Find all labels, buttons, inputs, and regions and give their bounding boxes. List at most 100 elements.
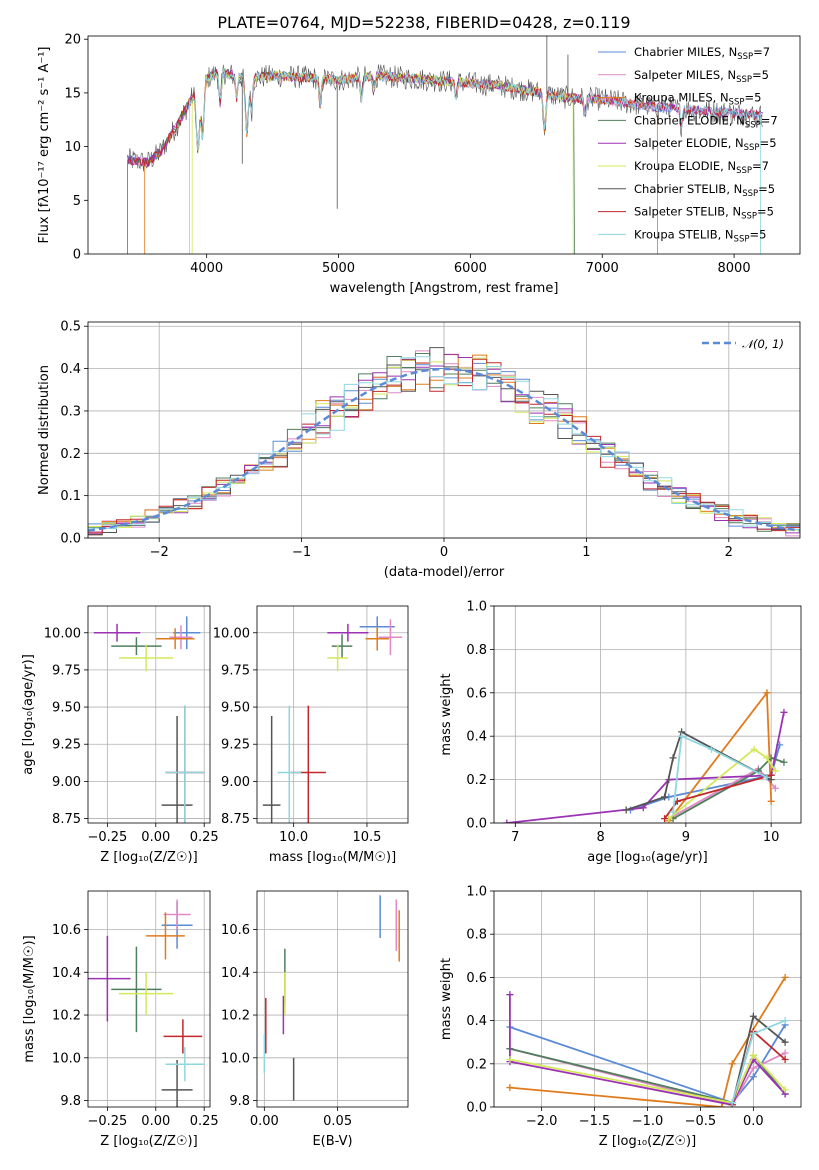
x-tick-label: −1.5 [579,1114,611,1129]
y-tick-label: 9.00 [52,775,81,790]
y-tick-label: 0.2 [466,1057,487,1072]
mass-weight-marker [781,1049,789,1057]
x-axis-label: Z [log₁₀(Z/Z☉)] [599,1134,696,1149]
x-tick-label: −0.25 [87,1114,127,1129]
mass-weight-marker [749,1064,757,1072]
y-tick-label: 9.25 [221,738,250,753]
y-tick-label: 10.6 [52,923,81,938]
age-mass-panel: 10.0 10.5 8.75 9.00 9.25 9.50 9.75 10.00 mass [l… [213,605,409,865]
x-tick-label: 7 [511,830,519,845]
mass-weight-series [506,712,785,823]
x-tick-label: 9 [682,830,690,845]
y-tick-label: 9.00 [221,775,250,790]
y-tick-label: 10.4 [221,966,250,981]
mass-weight-series [509,1053,786,1104]
y-tick-label: 10.6 [221,923,250,938]
legend-text: Kroupa ELODIE, N [634,159,736,173]
y-tick-label: 10 [64,140,81,155]
mass-weight-marker [661,793,669,801]
x-tick-label: 4000 [190,261,223,276]
legend-text: =5 [760,136,777,150]
x-tick-label: 0 [440,545,448,560]
y-tick-label: 9.50 [221,701,250,716]
mass-weight-marker [506,991,514,999]
mass-weight-marker [669,808,677,816]
x-tick-label: 7000 [586,261,619,276]
y-axis-label: mass [log₁₀(M/M☉)] [22,935,37,1062]
x-axis-label: mass [log₁₀(M/M☉)] [269,850,396,865]
legend-text: Salpeter ELODIE, N [634,136,744,150]
y-axis-label: mass weight [439,958,454,1040]
y-tick-label: 9.75 [221,663,250,678]
mass-weight-marker [622,806,630,814]
weight-age-plot-area [503,689,788,823]
mass-weight-marker [767,771,775,779]
mass-weight-series [509,1024,786,1104]
x-tick-label: −2 [150,545,169,560]
mass-weight-marker [750,745,758,753]
y-tick-label: 9.75 [52,663,81,678]
mass-weight-series [672,756,785,820]
x-axis-label: Z [log₁₀(Z/Z☉)] [100,850,197,865]
data-point [146,912,185,960]
legend-text: Kroupa STELIB, N [634,227,734,241]
data-point [118,644,174,672]
legend-subscript: SSP [744,143,760,153]
data-point [327,623,369,642]
legend-text: =5 [744,91,761,105]
legend-text: =7 [752,159,769,173]
axes-frame [87,35,801,255]
data-point [365,626,389,651]
legend-entry: Chabrier MILES, NSSP=7 [634,45,770,62]
mass-weight-marker [749,1012,757,1020]
chart-title: PLATE=0764, MJD=52238, FIBERID=0428, z=0… [217,13,630,32]
mass-weight-series [672,734,768,813]
data-point [111,946,162,1033]
y-tick-label: 10.4 [52,966,81,981]
legend-text: Kroupa MILES, N [634,91,729,105]
data-point [165,705,205,823]
data-point [111,637,162,656]
age-mass-plot-area [262,616,403,823]
y-tick-label: 5 [73,194,81,209]
y-tick-label: 8.75 [52,812,81,827]
mass-weight-marker [669,754,677,762]
residuals-panel: −2 −1 0 1 2 0.0 0.1 0.2 0.3 0.4 0.5 (data-model)/er… [37,320,801,580]
data-point [161,1059,193,1107]
legend-entry: Chabrier STELIB, NSSP=5 [634,182,775,199]
x-tick-label: 8 [596,830,604,845]
weight-age-panel: 7 8 9 10 0.0 0.2 0.4 0.6 0.8 1.0 age [log₁₀(age/yr… [439,600,802,865]
weight-z-plot-area [506,973,789,1107]
y-tick-label: 20 [64,33,81,48]
x-tick-label: 10.0 [279,830,308,845]
data-point [161,715,193,823]
x-tick-label: 10.5 [352,830,381,845]
x-tick-label: 0.25 [190,1114,219,1129]
x-tick-label: 0.25 [190,830,219,845]
x-axis-label: Z [log₁₀(Z/Z☉)] [100,1134,197,1149]
mass-weight-series [509,1047,786,1106]
x-tick-label: 0.0 [743,1114,764,1129]
y-tick-label: 9.25 [52,738,81,753]
axes-frame [493,890,802,1108]
mass-weight-marker [763,689,771,697]
y-tick-label: 1.0 [466,885,487,900]
x-tick-label: 2 [725,545,733,560]
mass-weight-marker [749,1073,757,1081]
data-point [165,1047,205,1082]
x-axis-label: E(B-V) [312,1134,352,1149]
mass-ebv-panel: 0.00 0.05 9.8 10.0 10.2 10.4 10.6 E(B-V) [221,890,409,1149]
data-point [378,619,403,656]
mass-weight-marker [771,784,779,792]
axes-frame [256,605,409,824]
y-tick-label: 0.6 [466,971,487,986]
legend-subscript: SSP [741,212,757,222]
mass-weight-marker [781,1017,789,1025]
x-tick-label: 0.00 [141,830,170,845]
legend-entry: Salpeter MILES, NSSP=5 [634,68,769,85]
y-tick-label: 0.4 [60,362,81,377]
y-axis-label: age [log₁₀(age/yr)] [21,654,36,775]
spectrum-series-line [189,67,761,254]
mass-weight-marker [780,758,788,766]
axes-frame [87,890,211,1108]
